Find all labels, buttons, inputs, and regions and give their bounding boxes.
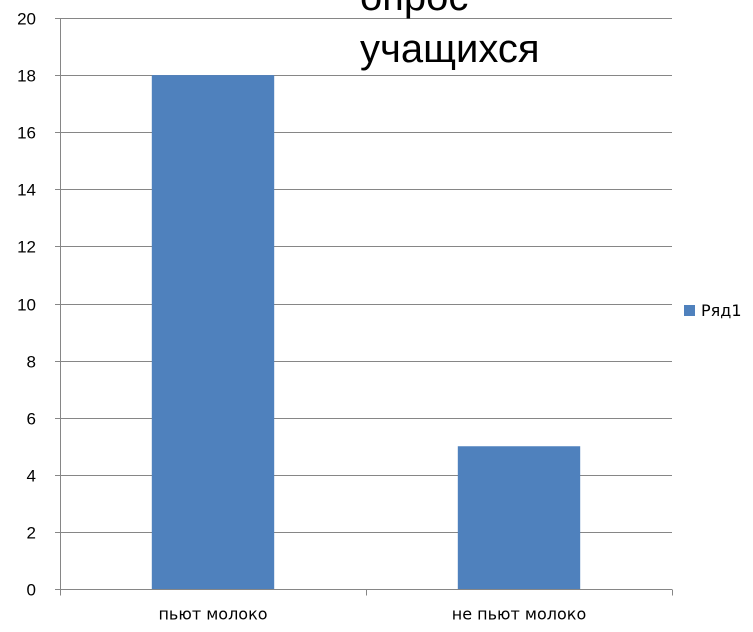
y-tick-label-8: 8 xyxy=(27,353,36,372)
y-tick-label-0: 0 xyxy=(27,581,36,600)
y-tick-label-12: 12 xyxy=(17,238,36,257)
x-category-label-2: не пьют молоко xyxy=(452,605,586,624)
y-tick-label-10: 10 xyxy=(17,296,36,315)
x-axis-category-labels: пьют молоко не пьют молоко xyxy=(158,605,586,624)
y-tick-label-2: 2 xyxy=(27,524,36,543)
chart-title-line-1: опрос xyxy=(360,0,468,19)
axes xyxy=(55,18,673,596)
bars xyxy=(151,75,581,590)
y-tick-label-20: 20 xyxy=(17,10,36,29)
x-category-label-1: пьют молоко xyxy=(158,605,267,624)
y-tick-label-14: 14 xyxy=(17,181,36,200)
y-tick-label-16: 16 xyxy=(17,124,36,143)
chart-title: опрос учащихся xyxy=(360,0,540,71)
legend-swatch xyxy=(684,305,695,316)
legend: Ряд1 xyxy=(684,301,742,320)
chart-title-line-2: учащихся xyxy=(360,27,540,71)
y-tick-label-4: 4 xyxy=(27,467,36,486)
bar-2 xyxy=(457,446,581,589)
y-tick-label-18: 18 xyxy=(17,67,36,86)
y-tick-label-6: 6 xyxy=(27,410,36,429)
bar-1 xyxy=(151,75,275,590)
legend-label: Ряд1 xyxy=(701,301,742,320)
y-axis-tick-labels: 0 2 4 6 8 10 12 14 16 18 20 xyxy=(17,10,36,600)
